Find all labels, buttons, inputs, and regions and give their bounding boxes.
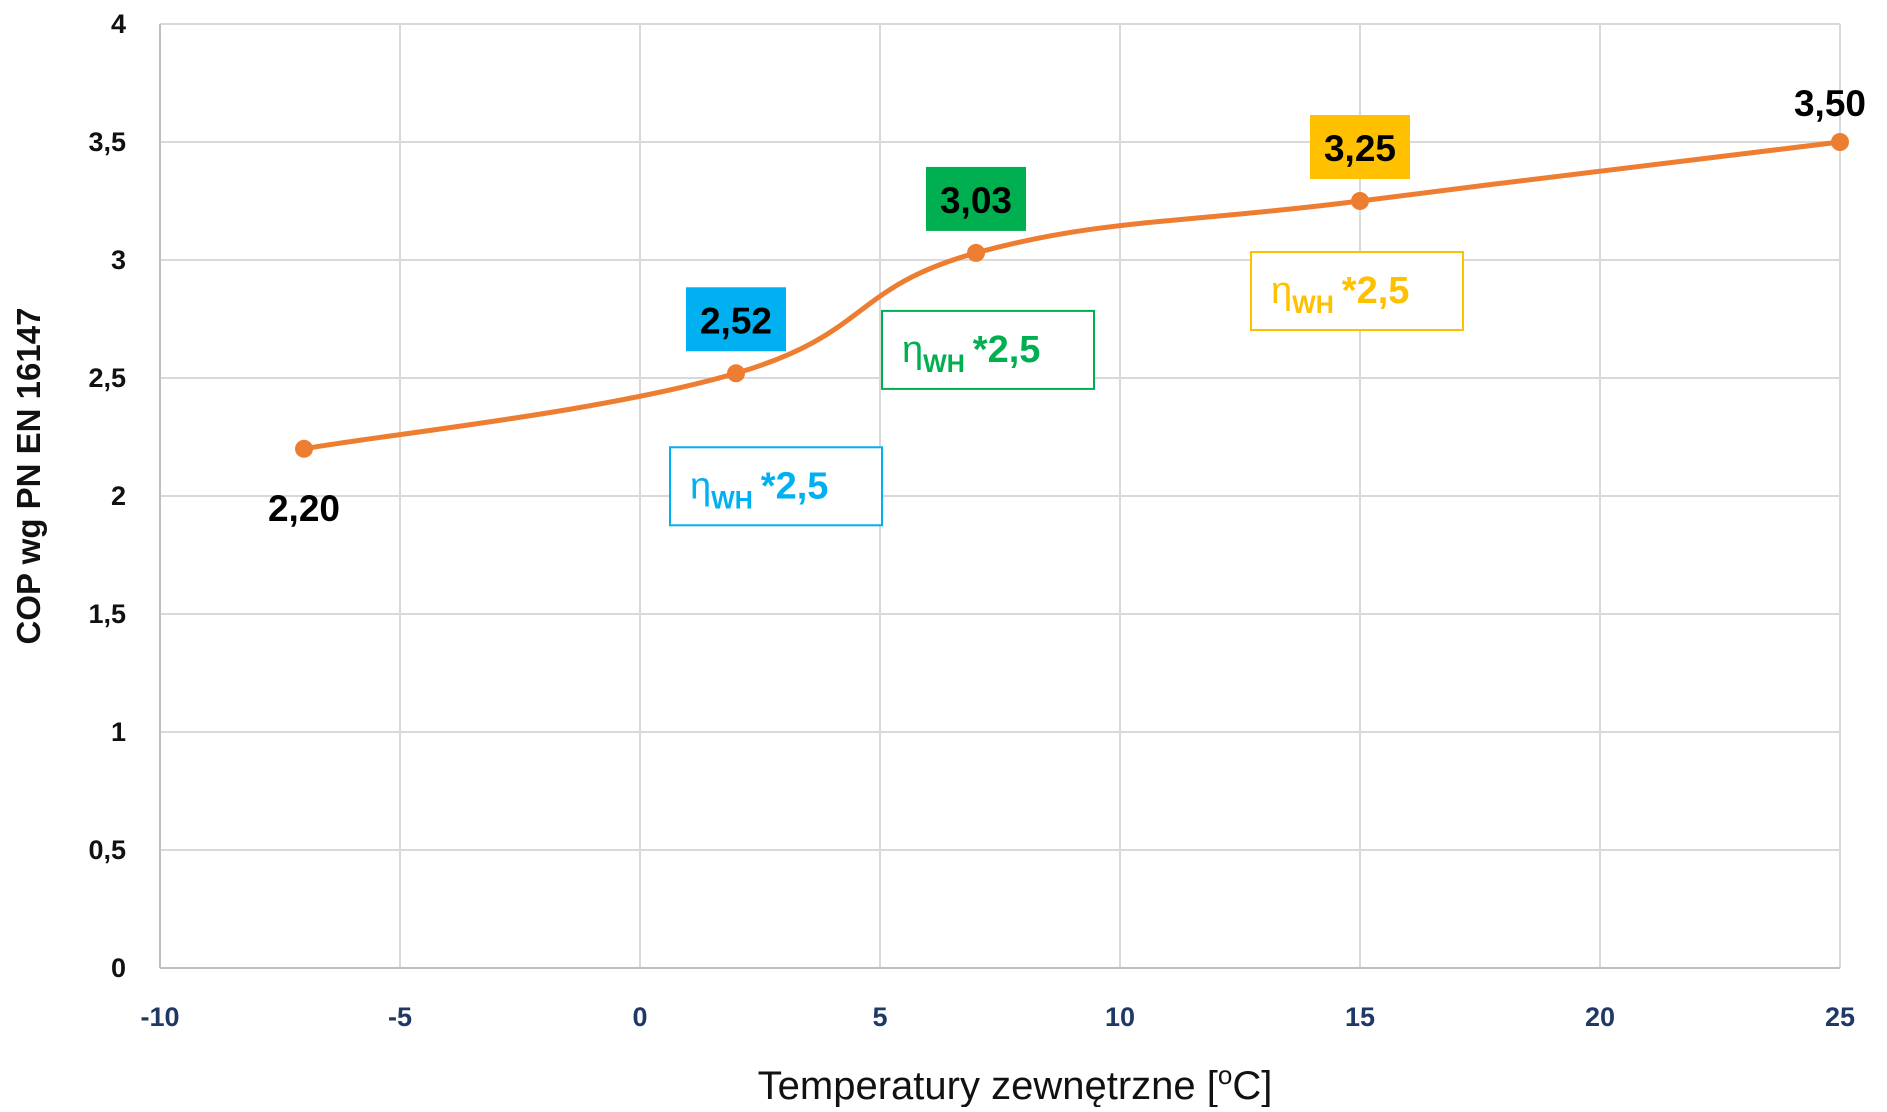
annotations: ηWH *2,5 ηWH *2,5 ηWH *2,5 — [669, 251, 1464, 527]
efficiency-annotation-text: ηWH *2,5 — [690, 465, 828, 514]
efficiency-annotation-text: ηWH *2,5 — [1271, 270, 1409, 319]
series-line — [301, 139, 1843, 452]
x-tick-label: 15 — [1345, 1002, 1375, 1032]
x-tick-label: -10 — [140, 1002, 179, 1032]
data-point — [1831, 133, 1849, 151]
data-points — [295, 133, 1849, 458]
axes — [159, 24, 1840, 969]
y-tick-label: 0 — [111, 953, 126, 983]
data-label-background — [1310, 115, 1410, 179]
y-tick-label: 3,5 — [88, 127, 126, 157]
x-tick-label: 25 — [1825, 1002, 1855, 1032]
y-tick-label: 0,5 — [88, 835, 126, 865]
data-label-background — [926, 166, 1026, 231]
data-label: 3,25 — [1324, 128, 1396, 169]
data-label: 2,52 — [700, 300, 772, 341]
efficiency-annotation-box — [881, 309, 1095, 390]
x-axis-title: Temperatury zewnętrzne [oC] — [758, 1060, 1273, 1107]
data-label: 3,50 — [1794, 83, 1866, 124]
data-point — [1351, 192, 1369, 210]
data-point — [295, 439, 313, 458]
data-label: 3,03 — [940, 180, 1012, 221]
tick-labels: 0 0,5 1 1,5 2 2,5 3 3,5 4 -10 -5 0 5 10 15 20 25 — [88, 9, 1855, 1032]
y-tick-label: 1,5 — [88, 599, 126, 629]
data-labels: 2,20 2,52 3,03 3,25 3,50 — [268, 83, 1866, 529]
y-tick-label: 2,5 — [88, 363, 126, 393]
data-point — [727, 364, 745, 383]
data-label: 2,20 — [268, 488, 340, 529]
x-tick-label: 10 — [1105, 1002, 1135, 1032]
efficiency-annotation-box — [669, 446, 883, 527]
x-tick-label: -5 — [388, 1002, 412, 1032]
x-tick-label: 5 — [872, 1002, 887, 1032]
x-tick-label: 0 — [632, 1002, 647, 1032]
y-axis-title: COP wg PN EN 16147 — [10, 308, 47, 645]
efficiency-annotation-text: ηWH *2,5 — [902, 329, 1040, 378]
y-tick-label: 2 — [111, 481, 126, 511]
y-tick-label: 3 — [111, 245, 126, 275]
data-point — [967, 243, 985, 262]
y-tick-label: 1 — [111, 717, 126, 747]
efficiency-annotation-box — [1250, 251, 1464, 331]
x-tick-label: 20 — [1585, 1002, 1615, 1032]
y-tick-label: 4 — [111, 9, 126, 39]
data-label-background — [686, 287, 786, 352]
grid — [160, 23, 1841, 968]
